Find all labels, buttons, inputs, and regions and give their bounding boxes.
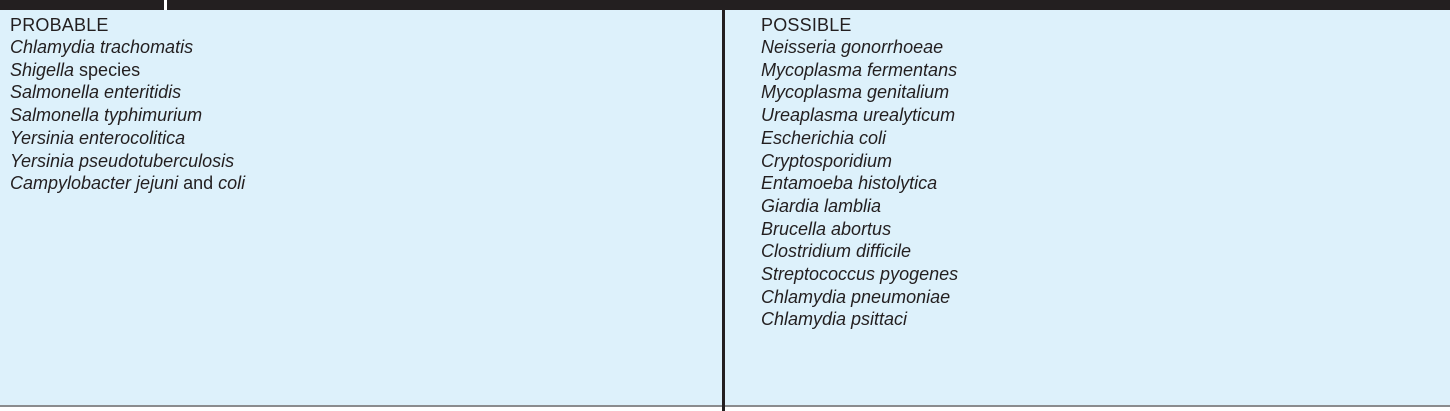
organism-name-text: Shigella: [10, 59, 75, 80]
organism-list-item: Escherichia coli: [761, 127, 958, 150]
organism-list-item: Yersinia pseudotuberculosis: [10, 150, 245, 173]
organism-name-text: Ureaplasma urealyticum: [761, 105, 956, 126]
organism-list-item: Chlamydia pneumoniae: [761, 286, 958, 309]
organism-list-item: Entamoeba histolytica: [761, 172, 958, 195]
organism-list-item: Giardia lamblia: [761, 195, 958, 218]
organism-name-text: Brucella abortus: [761, 218, 892, 239]
organism-name-text: Giardia lamblia: [761, 195, 882, 216]
column-divider: [722, 10, 725, 411]
organism-list-item: Campylobacter jejuni and coli: [10, 172, 245, 195]
organism-list-item: Ureaplasma urealyticum: [761, 104, 958, 127]
organism-list-item: Yersinia enterocolitica: [10, 127, 245, 150]
possible-heading: POSSIBLE: [761, 15, 852, 35]
bottom-rule: [0, 405, 1450, 407]
organism-name-text: Mycoplasma fermentans: [761, 59, 958, 80]
organism-list-item: Mycoplasma fermentans: [761, 59, 958, 82]
organism-list-item: Clostridium difficile: [761, 240, 958, 263]
top-rule: [0, 0, 1450, 10]
organism-list-item: Mycoplasma genitalium: [761, 81, 958, 104]
organism-name-text: Campylobacter jejuni: [10, 173, 179, 194]
table-panel: [0, 10, 1450, 405]
organism-list-item: Salmonella typhimurium: [10, 104, 245, 127]
organism-name-text: Chlamydia psittaci: [761, 309, 908, 330]
organism-name-text: Streptococcus pyogenes: [761, 264, 959, 285]
organism-name-text: species: [74, 59, 141, 80]
probable-list: Chlamydia trachomatis Shigella species Sal…: [10, 36, 245, 195]
probable-heading: PROBABLE: [10, 15, 109, 35]
organism-name-text: Entamoeba histolytica: [761, 173, 938, 194]
organism-list-item: Streptococcus pyogenes: [761, 263, 958, 286]
organism-list-item: Cryptosporidium: [761, 150, 958, 173]
organism-name-text: Escherichia coli: [761, 127, 887, 148]
organism-list-item: Shigella species: [10, 59, 245, 82]
organism-name-text: Mycoplasma genitalium: [761, 82, 950, 103]
organism-name-text: Yersinia pseudotuberculosis: [10, 150, 235, 171]
organism-name-text: Neisseria gonorrhoeae: [761, 37, 944, 57]
organism-list-item: Salmonella enteritidis: [10, 81, 245, 104]
organism-name-text: Yersinia enterocolitica: [10, 127, 186, 148]
organism-name-text: Cryptosporidium: [761, 150, 893, 171]
organism-name-text: Clostridium difficile: [761, 241, 912, 262]
organism-name-text: Chlamydia trachomatis: [10, 37, 194, 57]
organism-list-item: Neisseria gonorrhoeae: [761, 36, 958, 59]
probable-column: PROBABLE Chlamydia trachomatis Shigella s…: [10, 14, 245, 195]
organism-name-text: and: [178, 173, 219, 194]
organism-name-text: Salmonella enteritidis: [10, 82, 182, 103]
organism-list-item: Chlamydia trachomatis: [10, 36, 245, 59]
organism-list-item: Brucella abortus: [761, 218, 958, 241]
organism-list-item: Chlamydia psittaci: [761, 308, 958, 331]
possible-column: POSSIBLE Neisseria gonorrhoeae Mycoplasma…: [761, 14, 958, 331]
top-rule-notch: [164, 0, 167, 10]
organism-name-text: Chlamydia pneumoniae: [761, 286, 951, 307]
organism-name-text: coli: [218, 173, 246, 194]
possible-list: Neisseria gonorrhoeae Mycoplasma fermenta…: [761, 36, 958, 331]
organism-name-text: Salmonella typhimurium: [10, 105, 203, 126]
